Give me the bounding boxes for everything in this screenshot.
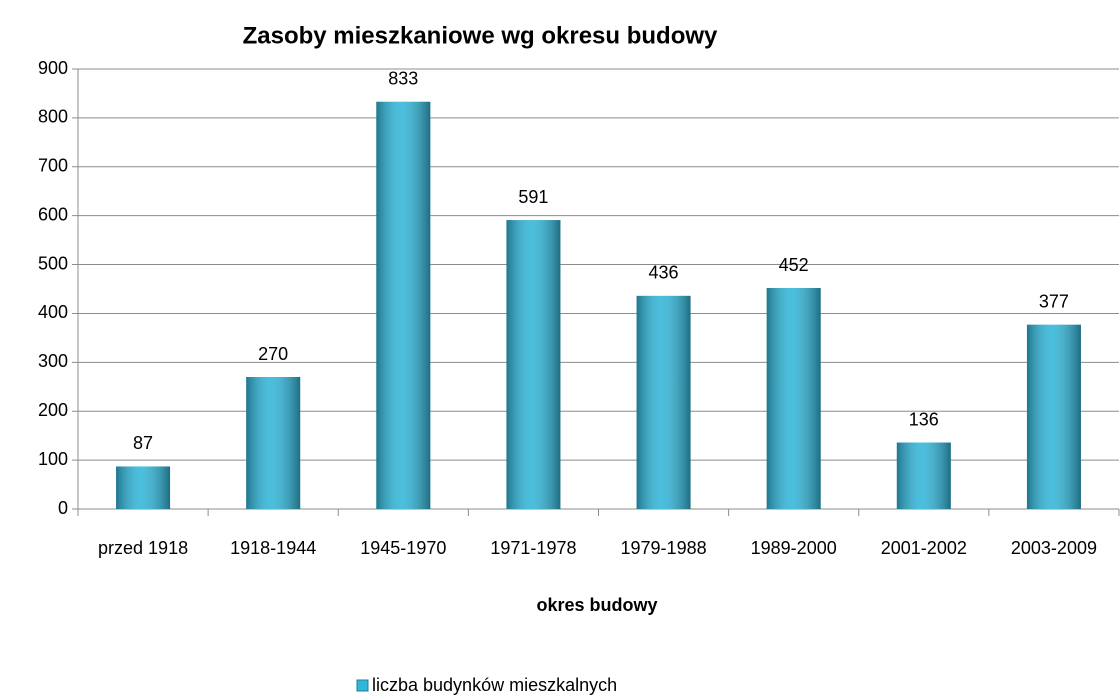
bar-shade [116,466,171,509]
y-tick-label: 700 [38,156,68,176]
bar-shade [1026,324,1081,509]
x-tick-label: 1979-1988 [621,538,707,558]
x-tick-label: 1945-1970 [360,538,446,558]
x-tick-label: 1918-1944 [230,538,316,558]
x-tick-label: 2003-2009 [1011,538,1097,558]
y-tick-label: 100 [38,449,68,469]
bar-shade [376,101,431,509]
data-label: 591 [518,187,548,207]
data-label: 452 [779,255,809,275]
x-tick-label: przed 1918 [98,538,188,558]
x-tick-label: 1971-1978 [490,538,576,558]
y-tick-label: 600 [38,204,68,224]
data-label: 136 [909,409,939,429]
bar-shade [636,295,691,509]
data-label: 436 [649,263,679,283]
x-axis-label: okres budowy [536,595,657,615]
y-tick-label: 900 [38,58,68,78]
legend-label: liczba budynków mieszkalnych [372,675,617,695]
x-tick-label: 1989-2000 [751,538,837,558]
data-label: 87 [133,433,153,453]
bar-shade [246,377,301,509]
y-tick-label: 0 [58,498,68,518]
chart-title: Zasoby mieszkaniowe wg okresu budowy [243,22,718,49]
x-tick-label: 2001-2002 [881,538,967,558]
y-tick-label: 400 [38,302,68,322]
bar-shade [766,288,821,509]
y-tick-label: 200 [38,400,68,420]
y-tick-label: 800 [38,107,68,127]
bar-shade [506,220,561,510]
data-label: 270 [258,344,288,364]
data-label: 833 [388,69,418,89]
legend-marker [356,679,369,692]
data-label: 377 [1039,291,1069,311]
y-tick-label: 500 [38,253,68,273]
bar-shade [896,442,951,509]
y-tick-label: 300 [38,351,68,371]
